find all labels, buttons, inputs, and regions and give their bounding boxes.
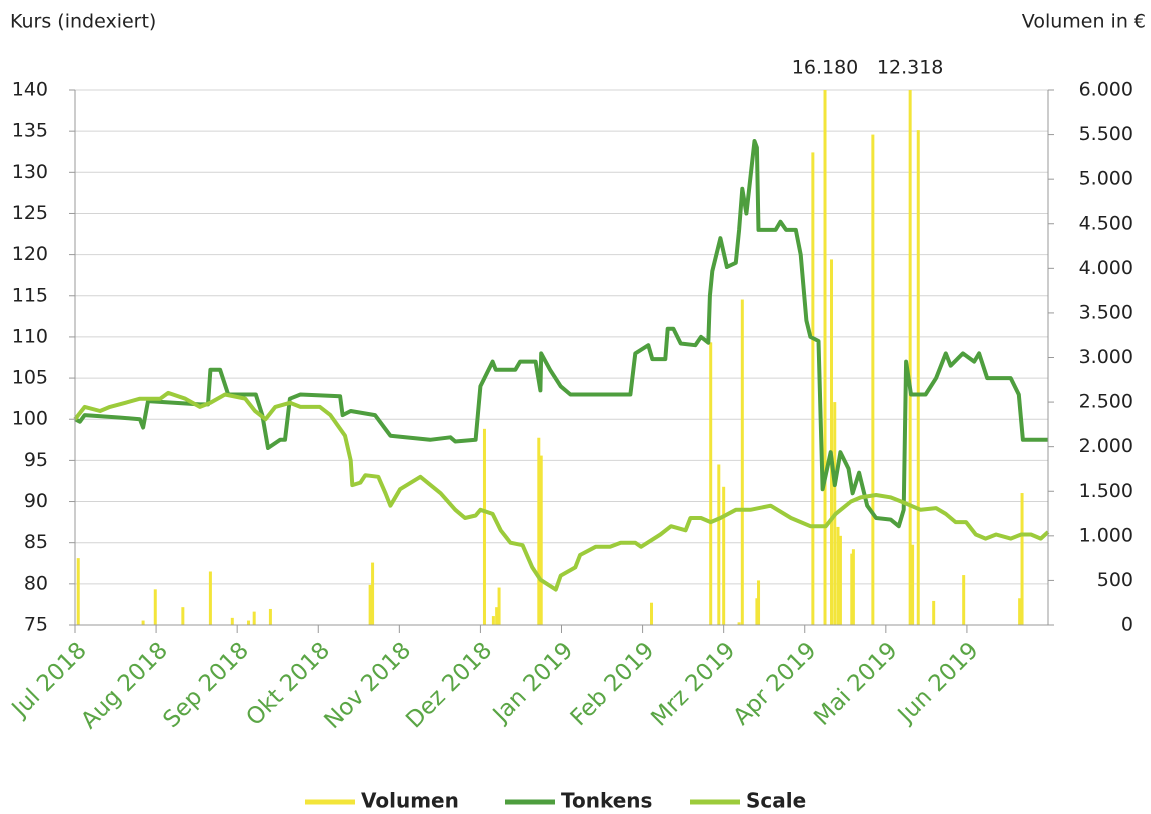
bars [76, 90, 1024, 626]
value-label: 16.180 [792, 57, 858, 79]
y-tick-label: 85 [24, 531, 48, 553]
y2-tick-label: 5.000 [1079, 168, 1133, 190]
y-tick-label: 140 [12, 79, 48, 101]
y2-tick-label: 0 [1121, 614, 1133, 636]
line [73, 390, 1050, 592]
lines [73, 139, 1050, 592]
x-tick-label: Aug 2018 [76, 637, 173, 734]
y-tick-label: 130 [12, 161, 48, 183]
volume-bar [908, 90, 912, 625]
grid [75, 89, 1048, 626]
x-tick-label: Jun 2019 [892, 637, 984, 729]
y2-tick-label: 4.000 [1079, 257, 1133, 279]
volume-bar [709, 342, 713, 625]
volume-bar [153, 589, 157, 625]
y-tick-label: 95 [24, 449, 48, 471]
volume-bar [962, 575, 966, 625]
volume-bar [1020, 493, 1024, 625]
y-tick-label: 135 [12, 120, 48, 142]
volume-bar [650, 602, 654, 625]
volume-bar [208, 571, 212, 625]
volume-bar [491, 616, 495, 625]
line [74, 139, 1048, 529]
volume-bar [932, 600, 936, 625]
volume-bar [911, 544, 915, 625]
legend-label: Volumen [361, 789, 459, 813]
volume-bar [740, 299, 744, 625]
volume-bar [495, 607, 499, 625]
x-tick-label: Jul 2018 [6, 637, 92, 723]
volume-bar [850, 553, 854, 625]
volume-bar [371, 562, 375, 625]
volume-bar [368, 584, 372, 625]
y-tick-label: 75 [24, 614, 48, 636]
y2-tick-label: 1.500 [1079, 480, 1133, 502]
y-tick-label: 125 [12, 202, 48, 224]
y-tick-label: 115 [12, 284, 48, 306]
volume-bar [247, 620, 251, 625]
volume-bar [830, 259, 834, 625]
volume-bar [836, 526, 840, 625]
y2-tick-label: 2.000 [1079, 435, 1133, 457]
volume-bar [76, 558, 80, 625]
volume-bar [851, 549, 855, 625]
volume-bar [823, 90, 827, 625]
y2-axis-title: Volumen in € [1022, 11, 1146, 33]
legend-label: Tonkens [561, 789, 652, 813]
x-tick-label: Dez 2018 [401, 637, 497, 733]
volume-bar [1018, 598, 1022, 625]
volume-bar [717, 464, 721, 625]
y2-tick-label: 4.500 [1079, 212, 1133, 234]
y-tick-label: 120 [12, 243, 48, 265]
volume-bar [482, 428, 486, 625]
volume-bar [141, 620, 145, 625]
volume-bar [838, 535, 842, 625]
y-tick-label: 100 [12, 408, 48, 430]
y-axis-title: Kurs (indexiert) [10, 11, 156, 33]
x-tick-label: Apr 2019 [729, 637, 822, 730]
y2-tick-label: 1.000 [1079, 524, 1133, 546]
volume-bar [268, 608, 272, 625]
volume-bar [230, 617, 234, 625]
axes: 75 80 85 90 95 100 105 110 115 120 125 130 135 140 0 50… [6, 57, 1133, 813]
x-tick-label: Mrz 2019 [646, 637, 740, 731]
y2-tick-label: 5.500 [1079, 123, 1133, 145]
volume-bar [497, 587, 501, 625]
x-tick-label: Mai 2019 [809, 637, 902, 730]
y-tick-label: 80 [24, 572, 48, 594]
volume-bar [871, 134, 875, 626]
x-tick-label: Feb 2019 [566, 637, 660, 731]
y2-tick-label: 500 [1097, 569, 1133, 591]
x-tick-label: Jan 2019 [487, 637, 578, 728]
y2-tick-label: 6.000 [1079, 79, 1133, 101]
volume-bar [252, 611, 256, 625]
volume-bar [757, 580, 761, 625]
volume-bar [722, 486, 726, 625]
value-label: 12.318 [877, 57, 943, 79]
volume-bar [811, 152, 815, 625]
y-tick-label: 105 [12, 367, 48, 389]
x-tick-label: Sep 2018 [158, 637, 254, 733]
volume-bar [916, 130, 920, 625]
y-tick-label: 110 [12, 325, 48, 347]
x-tick-label: Nov 2018 [319, 637, 416, 734]
volume-bar [537, 437, 541, 625]
volume-bar [737, 622, 741, 625]
legend-label: Scale [746, 789, 806, 813]
volume-bar [755, 598, 759, 625]
y2-tick-label: 3.000 [1079, 346, 1133, 368]
y-tick-label: 90 [24, 490, 48, 512]
volume-bar [539, 455, 543, 625]
volume-bar [181, 607, 185, 625]
y2-tick-label: 3.500 [1079, 301, 1133, 323]
y2-tick-label: 2.500 [1079, 391, 1133, 413]
